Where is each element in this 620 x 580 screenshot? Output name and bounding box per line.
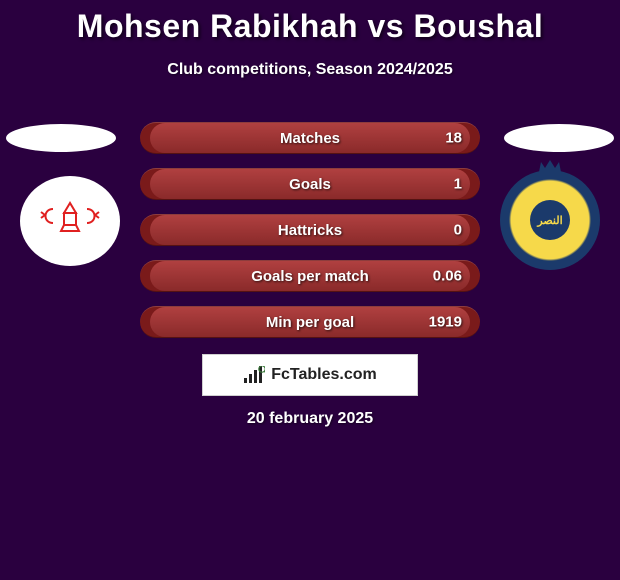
- club-badge-right: النصر: [500, 170, 600, 270]
- club-badge-right-inner: النصر: [530, 200, 570, 240]
- stat-value: 18: [445, 130, 462, 147]
- stat-pill: Matches 18: [140, 122, 480, 154]
- stat-pill: Hattricks 0: [140, 214, 480, 246]
- stat-value: 0: [454, 222, 462, 239]
- trophy-emblem-icon: [35, 195, 105, 248]
- player-right-avatar-placeholder: [504, 124, 614, 152]
- branding-box: FcTables.com: [202, 354, 418, 396]
- date-label: 20 february 2025: [0, 410, 620, 428]
- stat-label: Min per goal: [266, 314, 354, 331]
- stat-pill: Goals per match 0.06: [140, 260, 480, 292]
- stat-value: 1: [454, 176, 462, 193]
- subtitle: Club competitions, Season 2024/2025: [0, 61, 620, 79]
- crown-icon: [537, 160, 563, 177]
- club-badge-left: [20, 176, 120, 266]
- stat-pill: Goals 1: [140, 168, 480, 200]
- stat-label: Goals per match: [251, 268, 369, 285]
- player-left-avatar-placeholder: [6, 124, 116, 152]
- stats-container: Matches 18 Goals 1 Hattricks 0 Goals per match…: [140, 122, 480, 352]
- stat-label: Hattricks: [278, 222, 342, 239]
- stat-value: 1919: [429, 314, 462, 331]
- bar-chart-icon: [243, 366, 265, 384]
- stat-value: 0.06: [433, 268, 462, 285]
- stat-pill: Min per goal 1919: [140, 306, 480, 338]
- stat-label: Goals: [289, 176, 331, 193]
- stat-label: Matches: [280, 130, 340, 147]
- page-title: Mohsen Rabikhah vs Boushal: [0, 0, 620, 45]
- branding-label: FcTables.com: [271, 366, 377, 384]
